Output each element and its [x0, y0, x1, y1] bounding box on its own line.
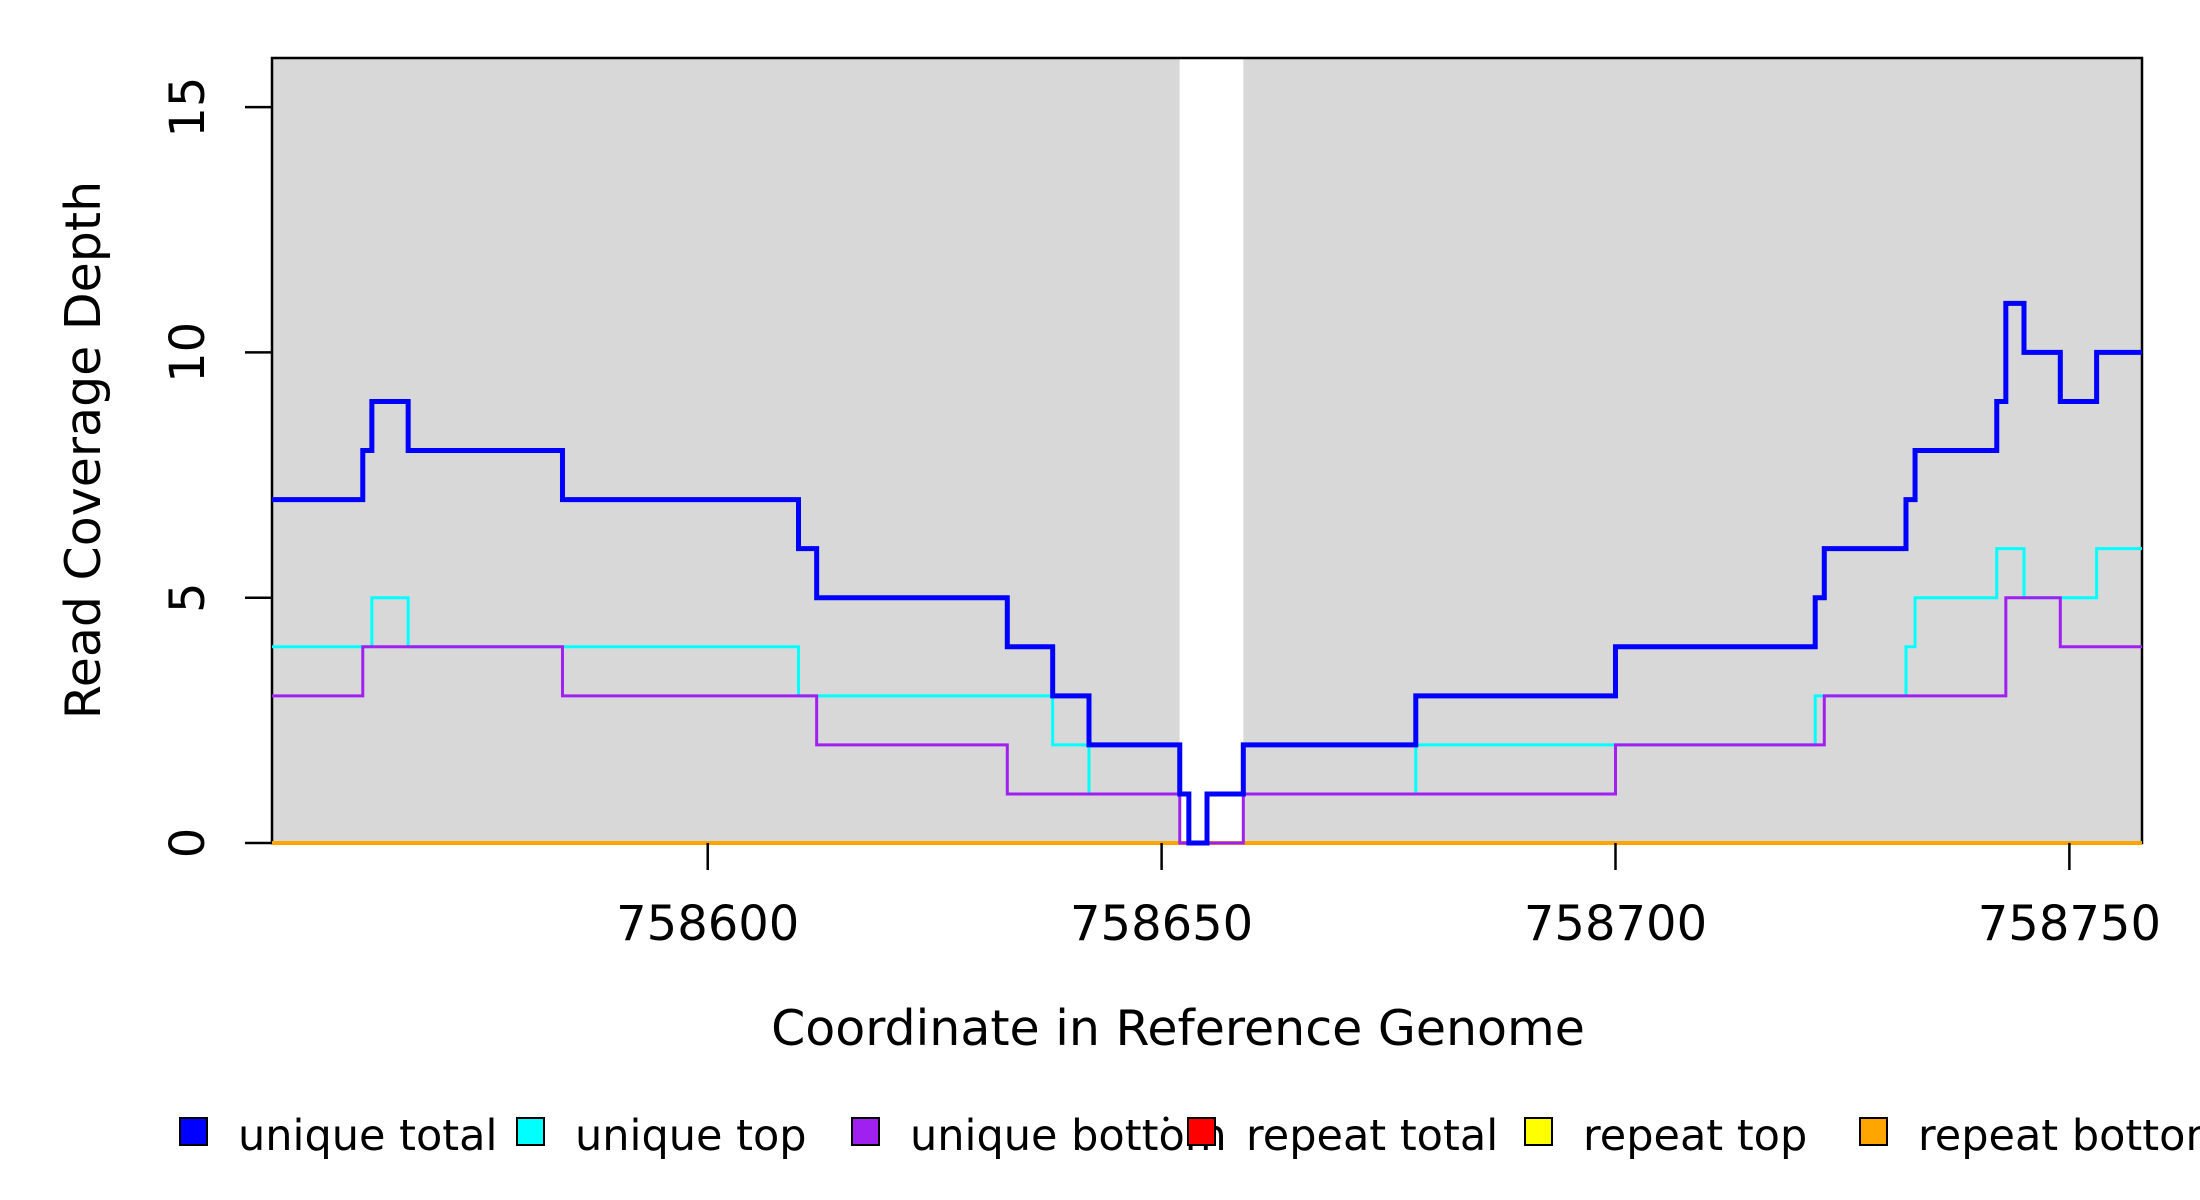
x-tick-label-758750: 758750 — [1978, 896, 2161, 952]
y-tick-label-10: 10 — [160, 322, 216, 383]
y-tick-label-15: 15 — [160, 77, 216, 138]
legend-label-unique-total: unique total — [238, 1111, 497, 1161]
series-unique-bottom-line — [272, 596, 2142, 845]
y-axis-title: Read Coverage Depth — [55, 181, 112, 719]
series-unique-total-line — [272, 300, 2142, 846]
y-tick-label-5: 5 — [160, 582, 216, 613]
legend-label-unique-bottom: unique bottom — [910, 1111, 1227, 1161]
legend-swatch-unique-top — [516, 1117, 545, 1146]
x-axis-title: Coordinate in Reference Genome — [771, 1000, 1585, 1057]
legend-label-repeat-total: repeat total — [1246, 1111, 1498, 1161]
legend-label-repeat-top: repeat top — [1583, 1111, 1807, 1161]
legend-swatch-unique-total — [179, 1117, 208, 1146]
legend-swatch-repeat-bottom — [1859, 1117, 1888, 1146]
x-tick-label-758650: 758650 — [1070, 896, 1253, 952]
legend-label-repeat-bottom: repeat bottom — [1918, 1111, 2200, 1161]
legend-label-unique-top: unique top — [575, 1111, 807, 1161]
legend-swatch-repeat-top — [1524, 1117, 1553, 1146]
x-tick-label-758700: 758700 — [1524, 896, 1707, 952]
stray-dot — [1163, 1116, 1169, 1122]
legend-swatch-repeat-total — [1187, 1117, 1216, 1146]
highlight-band — [1179, 58, 1244, 843]
legend-swatch-unique-bottom — [851, 1117, 880, 1146]
x-tick-label-758600: 758600 — [616, 896, 799, 952]
plot-panel-right — [1243, 58, 2142, 843]
y-tick-label-0: 0 — [160, 828, 216, 859]
